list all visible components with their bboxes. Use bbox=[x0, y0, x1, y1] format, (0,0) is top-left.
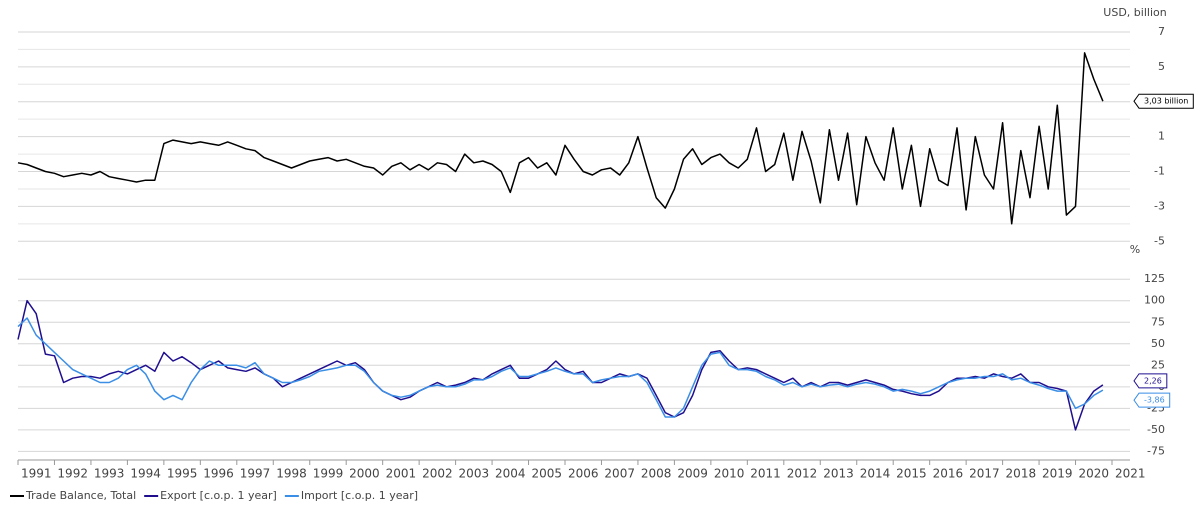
x-tick-label: 2007 bbox=[604, 467, 635, 481]
x-tick-label: 2010 bbox=[714, 467, 745, 481]
end-label-text: 2,26 bbox=[1144, 376, 1162, 385]
x-tick-label: 2004 bbox=[495, 467, 526, 481]
end-label-box bbox=[1133, 373, 1168, 389]
x-tick-label: 2005 bbox=[531, 467, 562, 481]
x-tick-label: 2001 bbox=[386, 467, 417, 481]
y-tick-label: -3 bbox=[1154, 199, 1165, 212]
y-tick-label: 125 bbox=[1144, 272, 1165, 285]
end-label: 2,26 bbox=[1133, 373, 1168, 389]
series-line bbox=[17, 52, 1104, 225]
x-tick-label: 2020 bbox=[1078, 467, 1109, 481]
x-tick-label: 2017 bbox=[969, 467, 1000, 481]
x-tick-label: 2006 bbox=[568, 467, 599, 481]
x-tick-label: 2011 bbox=[750, 467, 781, 481]
x-tick-label: 2013 bbox=[823, 467, 854, 481]
series-line bbox=[17, 317, 1104, 418]
y-tick-label: -1 bbox=[1154, 165, 1165, 178]
x-tick-label: 1999 bbox=[313, 467, 344, 481]
x-tick-label: 2003 bbox=[459, 467, 490, 481]
end-label-box bbox=[1133, 93, 1194, 109]
x-tick-label: 1991 bbox=[21, 467, 52, 481]
legend-label: Trade Balance, Total bbox=[25, 489, 136, 502]
x-tick-label: 2015 bbox=[896, 467, 927, 481]
x-tick-label: 2018 bbox=[1006, 467, 1037, 481]
end-label-box bbox=[1133, 392, 1171, 408]
end-label-text: 3,03 billion bbox=[1144, 97, 1188, 106]
y-tick-label: 50 bbox=[1151, 337, 1165, 350]
legend-label: Export [c.o.p. 1 year] bbox=[160, 489, 277, 502]
x-tick-label: 2019 bbox=[1042, 467, 1073, 481]
y-tick-label: -50 bbox=[1147, 423, 1165, 436]
x-tick-label: 1998 bbox=[276, 467, 307, 481]
x-tick-label: 2008 bbox=[641, 467, 672, 481]
x-tick-label: 1994 bbox=[130, 467, 161, 481]
y-unit-label: USD, billion bbox=[1103, 6, 1166, 19]
x-tick-label: 2016 bbox=[933, 467, 964, 481]
x-tick-label: 2014 bbox=[860, 467, 891, 481]
y-tick-label: 25 bbox=[1151, 358, 1165, 371]
y-tick-label: 75 bbox=[1151, 315, 1165, 328]
y-unit-label: % bbox=[1130, 243, 1140, 256]
x-tick-label: 1996 bbox=[203, 467, 234, 481]
y-tick-label: 7 bbox=[1158, 25, 1165, 38]
x-tick-label: 2002 bbox=[422, 467, 453, 481]
legend-label: Import [c.o.p. 1 year] bbox=[301, 489, 418, 502]
y-tick-label: -5 bbox=[1154, 234, 1165, 247]
x-tick-label: 1992 bbox=[57, 467, 88, 481]
y-tick-label: -75 bbox=[1147, 444, 1165, 457]
x-tick-label: 2009 bbox=[677, 467, 708, 481]
x-tick-label: 1995 bbox=[167, 467, 198, 481]
end-label: 3,03 billion bbox=[1133, 93, 1194, 109]
y-tick-label: 5 bbox=[1158, 60, 1165, 73]
x-tick-label: 1993 bbox=[94, 467, 125, 481]
x-tick-label: 2000 bbox=[349, 467, 380, 481]
end-label: -3,86 bbox=[1133, 392, 1171, 408]
x-tick-label: 1997 bbox=[240, 467, 271, 481]
series-line bbox=[17, 299, 1104, 431]
y-tick-label: 100 bbox=[1144, 294, 1165, 307]
x-tick-label: 2012 bbox=[787, 467, 818, 481]
x-tick-label: 2021 bbox=[1115, 467, 1146, 481]
end-label-text: -3,86 bbox=[1144, 396, 1165, 405]
y-tick-label: 1 bbox=[1158, 130, 1165, 143]
